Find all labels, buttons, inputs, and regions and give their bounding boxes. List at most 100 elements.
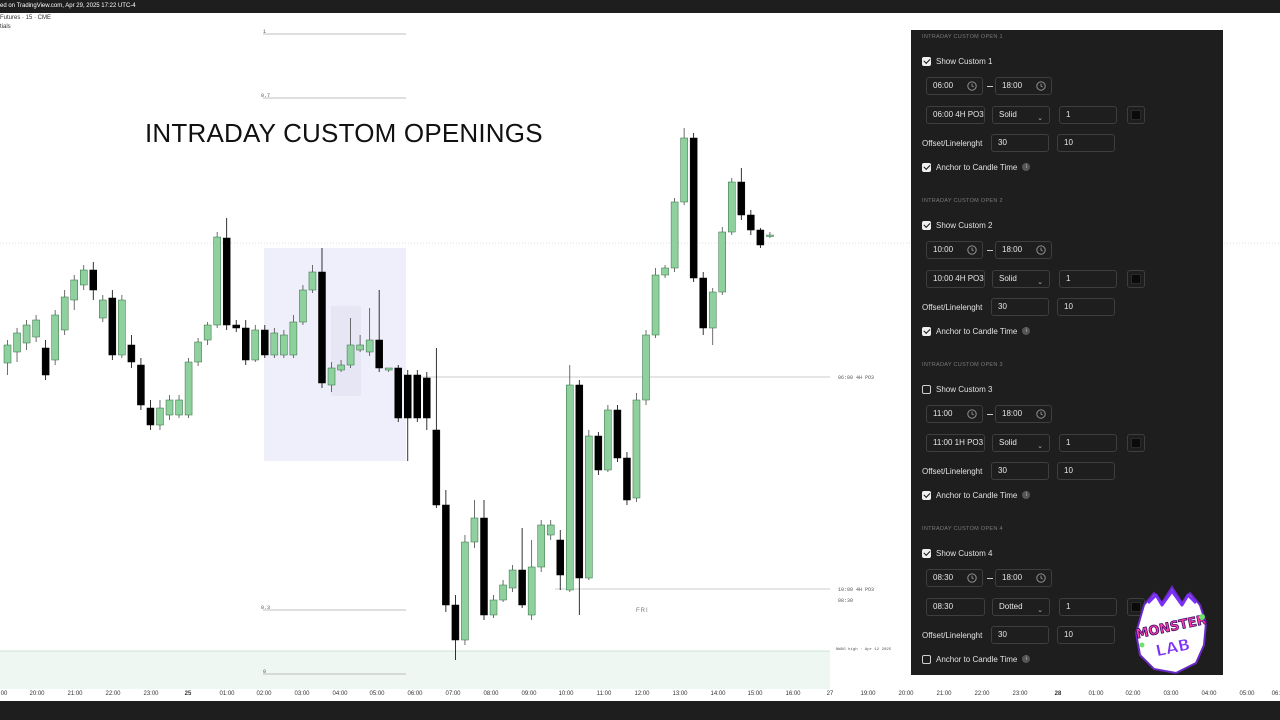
time-tick: 20:00 [898, 691, 914, 697]
clock-icon[interactable] [967, 81, 977, 91]
candle [537, 520, 545, 572]
anchor-checkbox[interactable] [922, 654, 931, 664]
anchor-toggle[interactable]: Anchor to Candle Time i [922, 159, 1031, 175]
clock-icon[interactable] [967, 573, 977, 583]
time-tick: 21:00 [67, 691, 83, 697]
show-custom-toggle[interactable]: Show Custom 4 [922, 545, 992, 561]
line-width-input[interactable]: 1 [1059, 270, 1117, 288]
line-length-input[interactable]: 10 [1057, 626, 1115, 644]
line-style-select[interactable]: Dotted ⌄ [992, 598, 1050, 616]
session-start-value: 11:00 [933, 409, 953, 418]
anchor-label: Anchor to Candle Time [936, 326, 1018, 336]
line-width-input[interactable]: 1 [1059, 434, 1117, 452]
show-custom-toggle[interactable]: Show Custom 1 [922, 53, 992, 69]
offset-label: Offset/Linelenght [922, 139, 983, 148]
candle [728, 178, 736, 235]
anchor-toggle[interactable]: Anchor to Candle Time i [922, 487, 1031, 503]
time-tick: 25 [184, 691, 192, 697]
anchor-checkbox[interactable] [922, 490, 931, 500]
session-start-input[interactable]: 08:30 [926, 569, 983, 587]
line-length-input[interactable]: 10 [1057, 462, 1115, 480]
candle [432, 348, 441, 508]
info-icon[interactable]: i [1022, 163, 1031, 171]
anchor-checkbox[interactable] [922, 162, 931, 172]
line-width-input[interactable]: 1 [1059, 598, 1117, 616]
line-text-input[interactable]: 08:30 [926, 598, 985, 616]
time-axis[interactable]: 00 20:00 21:00 22:00 23:00 25 01:00 02:00 03:00 0… [0, 689, 1280, 701]
candle [575, 380, 584, 615]
offset-input[interactable]: 30 [991, 626, 1049, 644]
show-custom-checkbox[interactable] [922, 220, 931, 230]
line-length-input[interactable]: 10 [1057, 134, 1115, 152]
time-tick: 21:00 [936, 691, 952, 697]
offset-label: Offset/Linelenght [922, 303, 983, 312]
line-length-input[interactable]: 10 [1057, 298, 1115, 316]
offset-value: 30 [998, 138, 1007, 147]
offset-input[interactable]: 30 [991, 298, 1049, 316]
session-start-input[interactable]: 11:00 [926, 405, 983, 423]
session-end-input[interactable]: 18:00 [995, 405, 1052, 423]
clock-icon[interactable] [1036, 245, 1046, 255]
clock-icon[interactable] [967, 245, 977, 255]
candle [442, 490, 450, 612]
time-tick: 19:00 [860, 691, 876, 697]
candle [413, 370, 422, 422]
show-custom-checkbox[interactable] [922, 56, 931, 66]
candle [556, 530, 564, 590]
candle [489, 595, 498, 618]
line-style-select[interactable]: Solid ⌄ [992, 434, 1050, 452]
candle [384, 367, 393, 372]
clock-icon[interactable] [1036, 573, 1046, 583]
time-tick: 13:00 [672, 691, 688, 697]
line-text-input[interactable]: 06:00 4H PO3 [926, 106, 985, 124]
anchor-checkbox[interactable] [922, 326, 931, 336]
candle [165, 395, 174, 420]
line-width-value: 1 [1066, 438, 1071, 447]
offset-input[interactable]: 30 [991, 134, 1049, 152]
symbol-legend[interactable]: Futures · 15 · CME [0, 15, 52, 21]
session-end-input[interactable]: 18:00 [995, 569, 1052, 587]
candle [604, 405, 612, 472]
color-swatch[interactable] [1127, 434, 1145, 452]
time-tick: 27 [826, 691, 834, 697]
line-style-select[interactable]: Solid ⌄ [992, 270, 1050, 288]
color-swatch[interactable] [1127, 270, 1145, 288]
line-text-value: 08:30 [933, 602, 954, 611]
line-style-select[interactable]: Solid ⌄ [992, 106, 1050, 124]
line-width-input[interactable]: 1 [1059, 106, 1117, 124]
line-text-value: 11:00 1H PO3 [933, 438, 984, 447]
info-icon[interactable]: i [1022, 655, 1031, 663]
time-tick: 02:00 [256, 691, 272, 697]
show-custom-checkbox[interactable] [922, 548, 931, 558]
clock-icon[interactable] [967, 409, 977, 419]
chevron-down-icon: ⌄ [1037, 115, 1043, 122]
show-custom-toggle[interactable]: Show Custom 3 [922, 381, 992, 397]
session-start-input[interactable]: 10:00 [926, 241, 983, 259]
candle [118, 295, 126, 358]
line-text-input[interactable]: 10:00 4H PO3 [926, 270, 985, 288]
price-chart[interactable] [0, 13, 1280, 689]
session-end-value: 18:00 [1002, 81, 1023, 90]
offset-input[interactable]: 30 [991, 462, 1049, 480]
session-start-input[interactable]: 06:00 [926, 77, 983, 95]
anchor-toggle[interactable]: Anchor to Candle Time i [922, 323, 1031, 339]
show-custom-toggle[interactable]: Show Custom 2 [922, 217, 992, 233]
anchor-toggle[interactable]: Anchor to Candle Time i [922, 651, 1031, 667]
session-end-input[interactable]: 18:00 [995, 77, 1052, 95]
color-swatch[interactable] [1127, 106, 1145, 124]
line-width-value: 1 [1066, 110, 1071, 119]
line-length-value: 10 [1064, 138, 1073, 147]
candle [127, 335, 136, 368]
offset-value: 30 [998, 630, 1007, 639]
clock-icon[interactable] [1036, 81, 1046, 91]
offset-value: 30 [998, 466, 1007, 475]
line-text-input[interactable]: 11:00 1H PO3 [926, 434, 985, 452]
indicator-legend[interactable]: tials [0, 24, 11, 30]
info-icon[interactable]: i [1022, 491, 1031, 499]
show-custom-checkbox[interactable] [922, 384, 931, 394]
candle [518, 528, 526, 608]
info-icon[interactable]: i [1022, 327, 1031, 335]
session-end-input[interactable]: 18:00 [995, 241, 1052, 259]
candle [480, 500, 488, 620]
clock-icon[interactable] [1036, 409, 1046, 419]
